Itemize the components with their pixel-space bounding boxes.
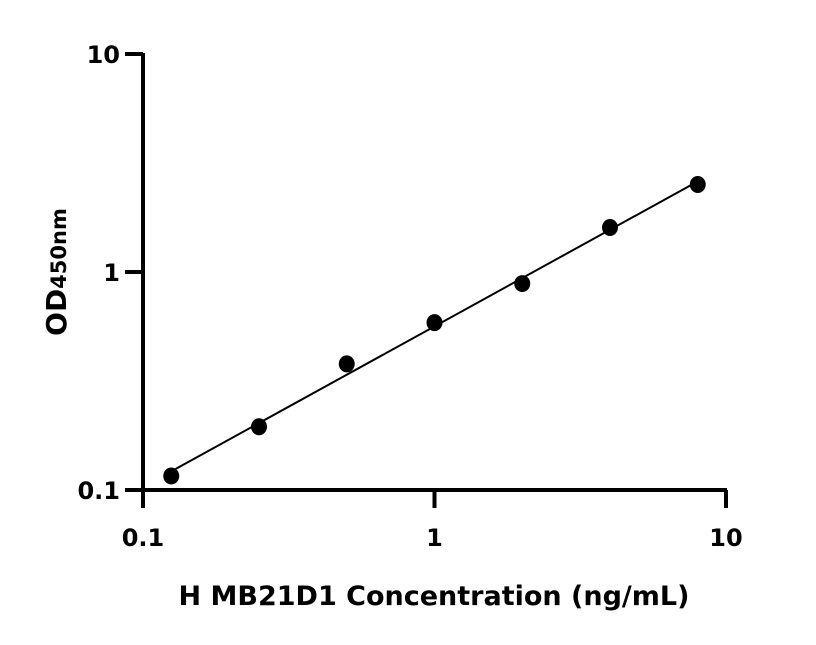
- data-point: [602, 219, 619, 237]
- x-tick-label: 10: [709, 524, 742, 552]
- y-axis-label-main: OD: [40, 289, 73, 336]
- data-point: [426, 314, 443, 332]
- data-point: [514, 275, 531, 293]
- ticks: 0.1 1 10 0.1 1 10: [77, 41, 742, 552]
- data-point: [250, 418, 267, 436]
- x-axis-label: H MB21D1 Concentration (ng/mL): [179, 581, 690, 612]
- y-axis-label: OD450nm: [40, 208, 73, 336]
- x-tick-label: 1: [426, 524, 443, 552]
- y-tick-label: 1: [103, 259, 120, 287]
- data-point: [689, 175, 706, 193]
- y-axis-label-sub: 450nm: [47, 208, 71, 289]
- y-tick-label: 10: [87, 41, 120, 69]
- y-tick-label: 0.1: [77, 477, 120, 505]
- data-points: [163, 175, 706, 485]
- x-tick-label: 0.1: [122, 524, 165, 552]
- data-point: [163, 467, 180, 485]
- data-point: [338, 355, 355, 373]
